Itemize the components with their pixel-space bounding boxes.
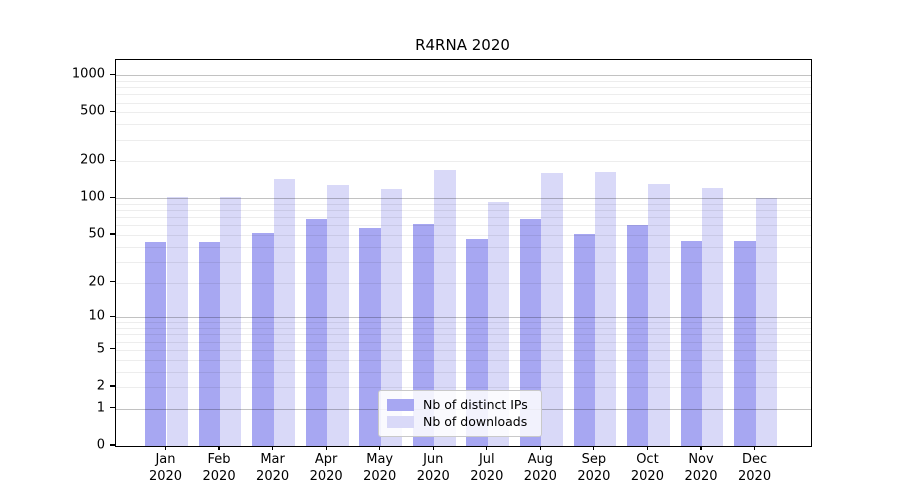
y-tick-label-200: 200: [80, 152, 105, 168]
major-gridline-1000: [116, 75, 811, 77]
y-tick-mark: [110, 444, 115, 446]
bar-downloads-feb: [220, 196, 242, 446]
bar-distinct-ips-mar: [252, 232, 274, 446]
y-tick-label-2: 2: [96, 378, 105, 394]
x-tick-label-jul: Jul 2020: [470, 452, 504, 484]
legend-swatch-downloads: [387, 415, 414, 428]
y-tick-mark: [110, 348, 115, 350]
y-tick-mark: [110, 159, 115, 161]
bar-downloads-jun: [434, 169, 456, 446]
x-tick-label-jan: Jan 2020: [148, 452, 183, 484]
minor-gridline: [116, 102, 811, 104]
x-tick-mark: [486, 446, 488, 450]
x-tick-mark: [218, 446, 220, 450]
x-tick-mark: [432, 446, 434, 450]
bar-downloads-dec: [755, 197, 777, 446]
legend-label-distinct-ips: Nb of distinct IPs: [423, 397, 528, 412]
x-tick-mark: [593, 446, 595, 450]
chart-title: R4RNA 2020: [415, 36, 510, 54]
bar-downloads-mar: [273, 179, 295, 446]
x-tick-label-jun: Jun 2020: [416, 452, 450, 484]
legend: Nb of distinct IPs Nb of downloads: [378, 390, 542, 437]
bar-distinct-ips-jan: [145, 241, 167, 446]
minor-gridline: [116, 112, 811, 114]
x-tick-label-dec: Dec 2020: [738, 452, 772, 484]
bar-distinct-ips-oct: [627, 224, 649, 446]
bar-downloads-sep: [594, 172, 617, 446]
y-tick-label-50: 50: [88, 226, 105, 242]
x-tick-mark: [753, 446, 756, 450]
bar-distinct-ips-may: [359, 228, 381, 446]
minor-gridline: [116, 87, 811, 89]
x-tick-label-sep: Sep 2020: [577, 452, 611, 484]
y-tick-mark: [110, 110, 115, 112]
bar-downloads-jan: [166, 196, 188, 446]
y-tick-mark: [110, 281, 115, 283]
x-tick-mark: [646, 446, 649, 450]
y-tick-label-1000: 1000: [71, 66, 105, 82]
bar-downloads-may: [380, 189, 403, 446]
y-tick-label-100: 100: [80, 189, 105, 205]
legend-swatch-distinct-ips: [387, 398, 414, 411]
x-tick-mark: [379, 446, 381, 450]
x-tick-mark: [164, 446, 167, 450]
y-tick-label-0: 0: [96, 437, 105, 453]
y-tick-label-5: 5: [96, 341, 105, 357]
bar-distinct-ips-sep: [573, 233, 595, 446]
x-tick-mark: [539, 446, 541, 450]
legend-item-distinct-ips: Nb of distinct IPs: [387, 396, 533, 413]
minor-gridline: [116, 94, 811, 96]
legend-label-downloads: Nb of downloads: [423, 414, 528, 429]
x-tick-label-aug: Aug 2020: [523, 452, 557, 484]
legend-item-downloads: Nb of downloads: [387, 413, 533, 430]
minor-gridline: [116, 124, 811, 126]
y-tick-mark: [110, 385, 115, 387]
y-tick-mark: [110, 73, 115, 75]
minor-gridline: [116, 139, 811, 141]
bar-downloads-jul: [487, 201, 510, 446]
x-tick-label-oct: Oct 2020: [630, 452, 664, 484]
bar-downloads-aug: [541, 172, 563, 446]
x-tick-label-nov: Nov 2020: [684, 452, 718, 484]
bar-downloads-nov: [702, 188, 724, 446]
x-tick-mark: [272, 446, 274, 450]
x-tick-label-mar: Mar 2020: [256, 452, 290, 484]
y-tick-mark: [110, 407, 115, 409]
bar-distinct-ips-apr: [305, 218, 328, 446]
y-tick-label-20: 20: [88, 274, 105, 290]
bar-distinct-ips-feb: [198, 241, 221, 446]
minor-gridline: [116, 80, 811, 82]
x-tick-mark: [700, 446, 702, 450]
x-tick-label-apr: Apr 2020: [309, 452, 343, 484]
bar-downloads-oct: [648, 184, 670, 446]
plot-area: Nb of distinct IPs Nb of downloads: [115, 59, 812, 447]
x-tick-label-may: May 2020: [363, 452, 397, 484]
y-tick-label-10: 10: [88, 308, 105, 324]
bar-distinct-ips-nov: [680, 240, 702, 446]
minor-gridline: [116, 161, 811, 163]
bar-distinct-ips-dec: [734, 240, 756, 446]
y-tick-label-1: 1: [96, 400, 105, 416]
x-tick-mark: [325, 446, 327, 450]
y-tick-label-500: 500: [80, 103, 105, 119]
y-tick-mark: [110, 233, 115, 235]
x-tick-label-feb: Feb 2020: [202, 452, 236, 484]
bar-downloads-apr: [327, 185, 349, 446]
y-tick-mark: [110, 196, 115, 198]
bar-distinct-ips-aug: [519, 218, 542, 446]
y-tick-mark: [110, 315, 115, 317]
